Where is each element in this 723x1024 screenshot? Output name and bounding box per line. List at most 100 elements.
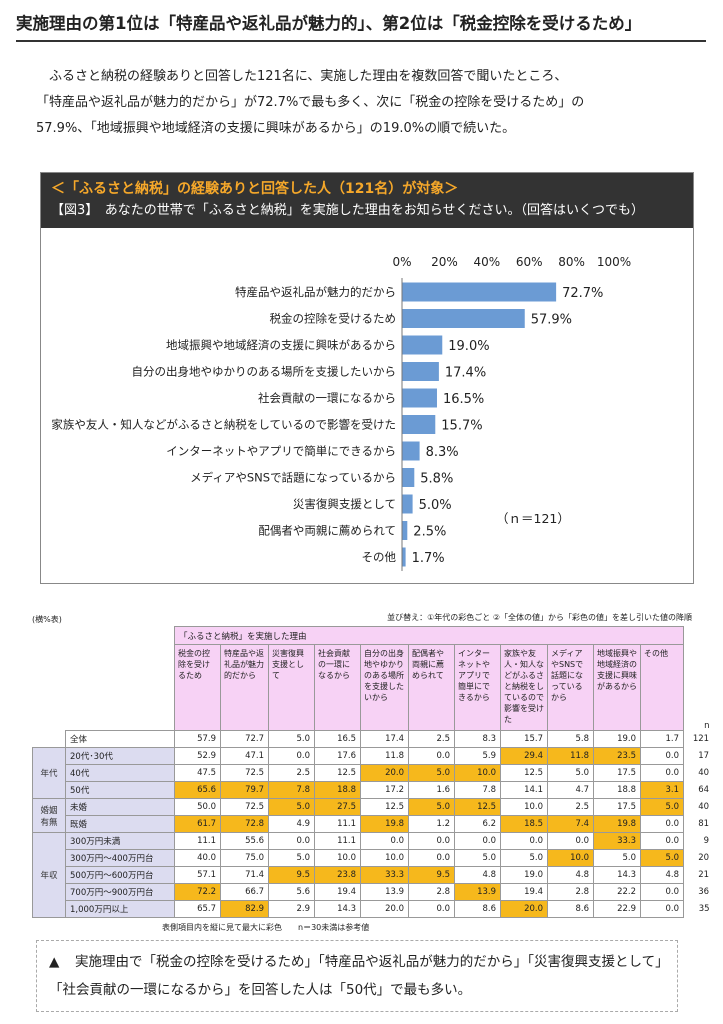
row-label: 全体 xyxy=(65,730,175,748)
table-cell: 8.3 xyxy=(454,730,501,748)
table-cell: 14.1 xyxy=(500,781,548,799)
table-cell: 12.5 xyxy=(500,764,548,782)
table-cell: 29.4 xyxy=(500,747,548,765)
table-cell: 10.0 xyxy=(500,798,548,816)
column-header: 社会貢献の一環になるから xyxy=(314,644,361,731)
table-cell: 47.1 xyxy=(220,747,269,765)
table-cell: 18.8 xyxy=(593,781,641,799)
table-cell: 12.5 xyxy=(314,764,361,782)
table-cell: 20.0 xyxy=(360,900,409,918)
table-cell: 5.0 xyxy=(639,849,685,867)
table-legend: 並び替え：①年代の彩色ごと ②「全体の値」から「彩色の値」を差し引いた値の降順 xyxy=(387,613,692,622)
table-cell: 0.0 xyxy=(547,832,594,850)
table-cell: 0.0 xyxy=(360,832,409,850)
category-label: 年収 xyxy=(32,832,66,918)
n-cell: 35 xyxy=(698,904,710,914)
column-header: 税金の控除を受けるため xyxy=(174,644,221,731)
n-cell: 40 xyxy=(698,802,710,812)
n-cell: 17 xyxy=(698,751,710,761)
row-label: 20代･30代 xyxy=(65,747,175,765)
table-cell: 5.9 xyxy=(454,747,501,765)
n-cell: 121 xyxy=(692,734,710,744)
row-label: 300万円未満 xyxy=(65,832,175,850)
row-label: 未婚 xyxy=(65,798,175,816)
table-row: 既婚 61.7 72.8 4.9 11.1 19.8 1.2 6.2 18.5 7.4 19.8 0.… xyxy=(33,815,710,833)
column-header: 自分の出身地やゆかりのある場所を支援したいから xyxy=(360,644,409,731)
table-cell: 72.7 xyxy=(220,730,269,748)
conclusion-box: ▲ 実施理由で「税金の控除を受けるため」「特産品や返礼品が魅力的だから」「災害復興… xyxy=(36,940,678,1012)
table-cell: 5.0 xyxy=(500,849,548,867)
column-header: 地域振興や地域経済の支援に興味があるから xyxy=(593,644,641,731)
row-label: 1,000万円以上 xyxy=(65,900,175,918)
table-cell: 33.3 xyxy=(593,832,641,850)
table-unit: (横%表) xyxy=(32,615,62,624)
table-cell: 2.8 xyxy=(408,883,455,901)
table-cell: 11.1 xyxy=(314,832,361,850)
headline: 実施理由の第1位は「特産品や返礼品が魅力的」、第2位は「税金控除を受けるため」 xyxy=(16,10,706,42)
table-cell: 0.0 xyxy=(408,900,455,918)
table-cell: 79.7 xyxy=(220,781,269,799)
table-cell: 2.9 xyxy=(268,900,315,918)
table-cell: 13.9 xyxy=(454,883,501,901)
table-cell: 4.7 xyxy=(547,781,594,799)
table-row: 年代 20代･30代 52.9 47.1 0.0 17.6 11.8 0.0 5.9 29.4 11… xyxy=(32,747,710,799)
column-header: インターネットやアプリで簡単にできるから xyxy=(454,644,501,731)
table-cell: 4.8 xyxy=(547,866,594,884)
table-cell: 5.0 xyxy=(408,798,455,816)
table-cell: 8.6 xyxy=(547,900,594,918)
table-cell: 23.8 xyxy=(314,866,361,884)
table-header-row: 「ふるさと納税」を実施した理由 xyxy=(33,626,710,645)
table-cell: 1.6 xyxy=(408,781,455,799)
table-cell: 17.2 xyxy=(360,781,409,799)
table-cell: 3.1 xyxy=(639,781,685,799)
table-cell: 14.3 xyxy=(593,866,641,884)
table-row: 1,000万円以上 65.7 82.9 2.9 14.3 20.0 0.0 8.6 20.0 8.… xyxy=(33,900,710,918)
table-cell: 0.0 xyxy=(268,832,315,850)
row-label: 700万円～900万円台 xyxy=(65,883,175,901)
intro-text: ふるさと納税の経験ありと回答した121名に、実施した理由を複数回答で聞いたところ… xyxy=(36,69,585,136)
table-cell: 57.1 xyxy=(174,866,221,884)
table-cell: 66.7 xyxy=(220,883,269,901)
table-cell: 5.0 xyxy=(268,730,315,748)
blank-cell xyxy=(684,627,710,645)
crosstab-section: (横%表) 並び替え：①年代の彩色ごと ②「全体の値」から「彩色の値」を差し引い… xyxy=(32,612,710,933)
table-cell: 0.0 xyxy=(639,832,685,850)
table-cell: 15.7 xyxy=(500,730,548,748)
blank-cell xyxy=(33,645,175,731)
table-cell: 19.4 xyxy=(314,883,361,901)
table-cell: 0.0 xyxy=(268,747,315,765)
table-cell: 5.0 xyxy=(268,849,315,867)
chart-panel-title: ＜「ふるさと納税」の経験ありと回答した人（121名）が対象＞ xyxy=(51,181,459,197)
table-cell: 0.0 xyxy=(639,883,685,901)
table-cell: 1.2 xyxy=(408,815,455,833)
table-cell: 19.0 xyxy=(500,866,548,884)
table-row: 40代 47.5 72.5 2.5 12.5 20.0 5.0 10.0 12.5 5.0 17.5… xyxy=(33,764,710,782)
table-cell: 2.8 xyxy=(547,883,594,901)
table-cell: 5.0 xyxy=(639,798,685,816)
chart-panel: ＜「ふるさと納税」の経験ありと回答した人（121名）が対象＞ 【図3】 あなたの… xyxy=(40,172,694,584)
group-header: 「ふるさと納税」を実施した理由 xyxy=(173,626,685,645)
table-cell: 17.5 xyxy=(593,798,641,816)
table-cell: 5.0 xyxy=(593,849,641,867)
table-cell: 0.0 xyxy=(639,815,685,833)
table-row: 300万円～400万円台 40.0 75.0 5.0 10.0 10.0 0.0 5.0 5.0… xyxy=(33,849,710,867)
table-cell: 55.6 xyxy=(220,832,269,850)
n-cell: 20 xyxy=(698,853,710,863)
row-label: 50代 xyxy=(65,781,175,799)
table-cell: 82.9 xyxy=(220,900,269,918)
table-cell: 10.0 xyxy=(314,849,361,867)
blank-cell xyxy=(33,731,66,748)
table-cell: 0.0 xyxy=(454,832,501,850)
column-header: その他 xyxy=(639,644,685,731)
table-cell: 2.5 xyxy=(408,730,455,748)
crosstab-table: 「ふるさと納税」を実施した理由 税金の控除を受けるため 特産品や返礼品が魅力的だから… xyxy=(32,626,710,918)
table-note: 表側項目内を縦に見て最大に彩色 n＝30未満は参考値 xyxy=(162,923,370,932)
table-cell: 2.5 xyxy=(268,764,315,782)
table-cell: 5.0 xyxy=(454,849,501,867)
table-cell: 10.0 xyxy=(454,764,501,782)
table-row: 50代 65.6 79.7 7.8 18.8 17.2 1.6 7.8 14.1 4.7 18.8 3… xyxy=(33,781,710,799)
table-cell: 14.3 xyxy=(314,900,361,918)
n-cell: 21 xyxy=(698,870,710,880)
row-label: 既婚 xyxy=(65,815,175,833)
table-cell: 65.6 xyxy=(174,781,221,799)
